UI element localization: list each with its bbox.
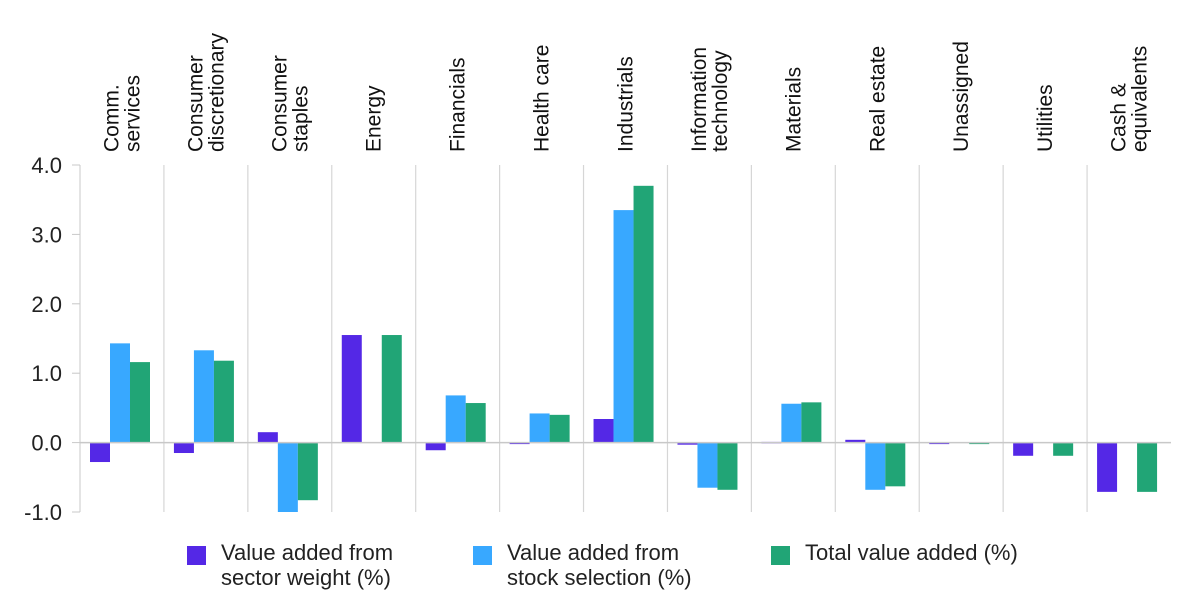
category-label-energy: Energy xyxy=(363,85,386,152)
legend-item-total-value: Total value added (%) xyxy=(771,540,1018,565)
y-tick-label: 3.0 xyxy=(31,222,62,247)
bar-energy-series-0 xyxy=(341,335,362,443)
category-label-materials: Materials xyxy=(782,67,805,152)
category-label-consumer-discretionary: Consumer xyxy=(184,55,207,152)
category-label-financials: Financials xyxy=(447,57,470,152)
y-tick-label: 1.0 xyxy=(31,361,62,386)
bar-consumer-discretionary-series-1 xyxy=(193,350,214,443)
bar-comm-services-series-2 xyxy=(130,362,150,443)
bar-consumer-discretionary-series-2 xyxy=(213,360,234,443)
bar-consumer-discretionary-series-0 xyxy=(173,442,194,454)
category-label-industrials: Industrials xyxy=(615,56,638,152)
y-tick-label: 0.0 xyxy=(31,431,62,456)
y-tick-label: 2.0 xyxy=(31,292,62,317)
category-label-consumer-discretionary: discretionary xyxy=(205,32,228,152)
legend: Value added from sector weight (%) Value… xyxy=(0,536,1185,597)
category-label-utilities: Utilities xyxy=(1034,84,1057,152)
bar-industrials-series-0 xyxy=(593,419,614,443)
legend-label-sector-weight: Value added from sector weight (%) xyxy=(221,540,394,590)
legend-item-sector-weight: Value added from sector weight (%) xyxy=(187,540,393,590)
category-label-comm-services: services xyxy=(121,75,144,152)
bar-comm-services-series-0 xyxy=(90,442,110,463)
bar-industrials-series-1 xyxy=(613,210,634,443)
bar-health-care-series-2 xyxy=(549,414,570,443)
legend-label-stock-selection: Value added from stock selection (%) xyxy=(507,540,692,590)
legend-swatch-sector-weight xyxy=(187,546,206,565)
bar-health-care-series-1 xyxy=(529,413,550,443)
bar-information-technology-series-2 xyxy=(717,442,738,490)
bar-comm-services-series-1 xyxy=(110,343,130,443)
bar-real-estate-series-1 xyxy=(865,442,886,490)
legend-label-total-value: Total value added (%) xyxy=(805,540,1018,565)
y-tick-label: -1.0 xyxy=(24,500,62,525)
bar-financials-series-0 xyxy=(425,442,446,451)
bar-cash-and-equivalents-series-0 xyxy=(1097,442,1118,492)
legend-swatch-stock-selection xyxy=(473,546,492,565)
bar-industrials-series-2 xyxy=(633,185,654,443)
bar-energy-series-2 xyxy=(381,335,402,443)
legend-swatch-total-value xyxy=(771,546,790,565)
category-label-consumer-staples: Consumer xyxy=(268,55,291,152)
bar-consumer-staples-series-2 xyxy=(297,442,318,501)
bar-financials-series-1 xyxy=(445,395,466,443)
bar-real-estate-series-0 xyxy=(845,439,866,443)
bar-cash-and-equivalents-series-2 xyxy=(1137,442,1158,492)
bar-real-estate-series-2 xyxy=(885,442,906,487)
bar-utilities-series-2 xyxy=(1053,442,1074,456)
legend-item-stock-selection: Value added from stock selection (%) xyxy=(473,540,692,590)
category-label-health-care: Health care xyxy=(531,45,554,152)
bar-financials-series-2 xyxy=(465,403,486,443)
category-label-cash-and-equivalents: equivalents xyxy=(1129,46,1152,152)
category-label-consumer-staples: staples xyxy=(289,85,312,152)
bar-information-technology-series-0 xyxy=(677,442,698,445)
bar-information-technology-series-1 xyxy=(697,442,718,488)
bar-utilities-series-0 xyxy=(1013,442,1034,456)
category-label-cash-and-equivalents: Cash & xyxy=(1108,83,1131,152)
y-tick-label: 4.0 xyxy=(31,153,62,178)
bar-consumer-staples-series-0 xyxy=(257,432,278,443)
category-label-unassigned: Unassigned xyxy=(950,41,973,152)
category-label-comm-services: Comm. xyxy=(100,84,123,152)
bar-consumer-staples-series-1 xyxy=(277,442,298,512)
bar-materials-series-1 xyxy=(781,403,802,443)
category-label-information-technology: Information xyxy=(688,47,711,152)
chart-canvas: 4.0 3.0 2.0 1.0 0.0 -1.0 Comm.services Consumer… xyxy=(24,32,1171,525)
bar-materials-series-2 xyxy=(801,402,822,443)
category-label-information-technology: technology xyxy=(709,50,732,152)
category-label-real-estate: Real estate xyxy=(866,46,889,152)
